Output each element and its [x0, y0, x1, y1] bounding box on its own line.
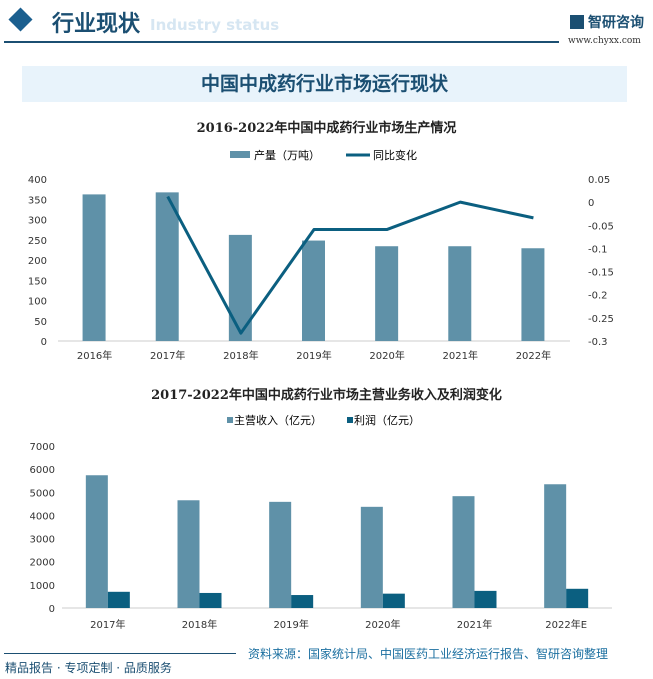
y-left-tick: 0	[41, 337, 47, 348]
x-tick: 2016年	[77, 349, 112, 362]
header-divider	[4, 41, 559, 43]
legend-label-yoy: 同比变化	[373, 148, 417, 162]
y-left-tick: 300	[28, 216, 47, 227]
footer-slogan: 精品报告 · 专项定制 · 品质服务	[5, 661, 172, 675]
y-right-tick: -0.05	[588, 221, 614, 232]
chart1-title: 2016-2022年中国中成药行业市场生产情况	[196, 121, 457, 136]
chart2-title: 2017-2022年中国中成药行业市场主营业务收入及利润变化	[151, 388, 502, 403]
y-left-tick: 400	[28, 175, 47, 186]
x-tick: 2018年	[223, 349, 258, 362]
header-title: 行业现状	[52, 12, 141, 37]
y-left-tick: 100	[28, 297, 47, 308]
footer-source: 资料来源：国家统计局、中国医药工业经济运行报告、智研咨询整理	[248, 647, 609, 661]
legend-swatch-output	[230, 151, 250, 158]
footer-divider	[4, 653, 236, 654]
x-tick: 2021年	[443, 349, 478, 362]
logo-text: 智研咨询	[588, 15, 644, 31]
bar-output	[521, 248, 545, 341]
y-right-tick: 0	[588, 198, 594, 209]
legend-label-output: 产量（万吨）	[254, 148, 320, 162]
bar-output	[448, 246, 472, 341]
bar-output	[375, 246, 399, 341]
bar-output	[155, 192, 179, 341]
y-left-tick: 50	[34, 317, 47, 328]
logo: 智研咨询	[570, 12, 644, 32]
x-tick: 2022年	[516, 349, 551, 362]
x-tick: 2019年	[296, 349, 331, 362]
y-right-tick: -0.15	[588, 268, 614, 279]
bar-output	[302, 240, 325, 341]
y-left-tick: 150	[28, 276, 47, 287]
bar-output	[228, 234, 252, 341]
logo-url: www.chyxx.com	[568, 36, 641, 46]
header-subtitle: Industry status	[150, 16, 280, 34]
y-left-tick: 250	[28, 236, 47, 247]
y-right-tick: 0.05	[588, 175, 610, 186]
y-right-tick: -0.3	[588, 337, 608, 348]
bar-output	[82, 194, 106, 341]
y-right-tick: -0.2	[588, 291, 608, 302]
section-banner: 中国中成药行业市场运行现状	[22, 66, 627, 102]
y-left-tick: 200	[28, 256, 47, 267]
y-right-tick: -0.1	[588, 244, 608, 255]
y-right-tick: -0.25	[588, 314, 614, 325]
x-tick: 2020年	[369, 349, 404, 362]
logo-icon	[570, 15, 584, 29]
y-left-tick: 350	[28, 195, 47, 206]
line-yoy	[166, 195, 534, 335]
x-tick: 2017年	[150, 349, 185, 362]
